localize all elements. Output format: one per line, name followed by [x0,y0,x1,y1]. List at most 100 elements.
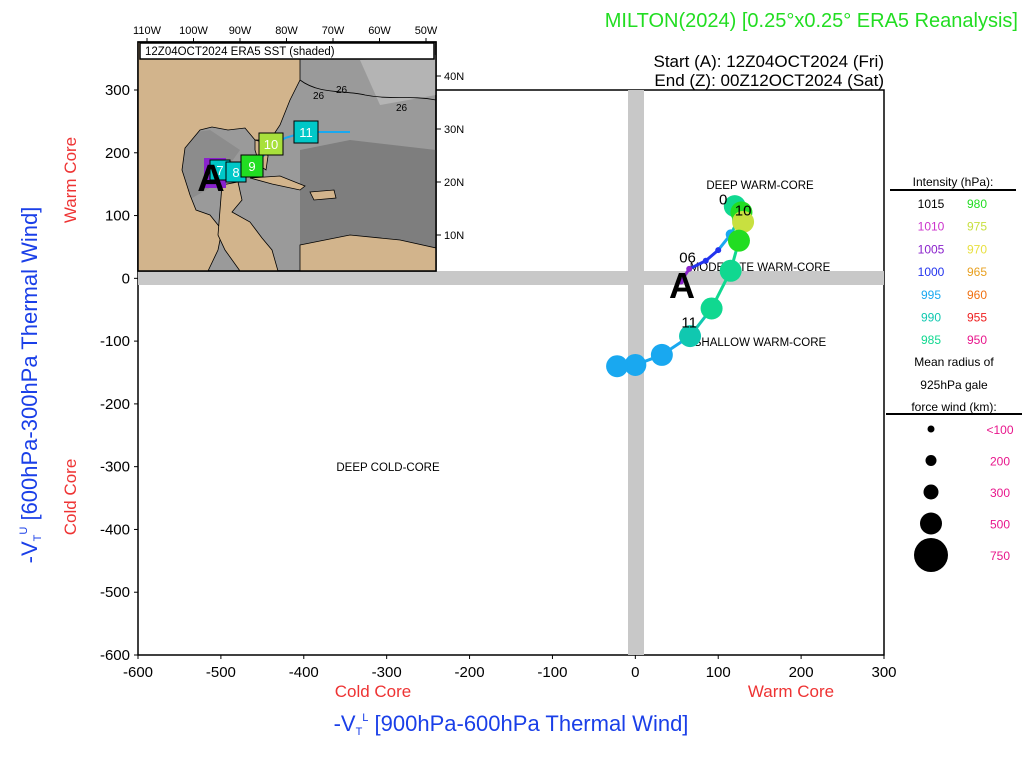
y-tick-label: -100 [100,333,130,350]
y-tick-label: -400 [100,521,130,538]
legend-intensity-value: 965 [967,265,987,279]
point-label: 06 [679,250,696,267]
inset-land-central-america [217,181,279,272]
inset-land-north-america [137,41,301,272]
y-tick-labels: 300 200 100 0 -100 -200 -300 -400 -500 -600 [100,82,138,664]
track-point [700,297,723,320]
legend-intensity-value: 955 [967,311,987,325]
inset-contour-label-1: 26 [313,91,325,102]
x-axis-title: -VTL [900hPa-600hPa Thermal Wind] [334,711,689,738]
region-shallow-warm: SHALLOW WARM-CORE [694,337,827,349]
inset-map: 26 26 26 7 8 9 10 11 A 12Z04OCT2024 ERA5… [137,41,437,272]
legend-radius-title-2: 925hPa gale [920,378,988,392]
svg-text:9: 9 [248,159,255,174]
point-label: 0 [719,191,727,208]
x-tick-label: 0 [631,664,639,681]
legend-radius-label: 300 [990,486,1010,500]
inset-contour-label-2: 26 [336,85,348,96]
y-tick-label: 300 [105,82,130,99]
y-tick-label: 0 [122,270,130,287]
storm-track [606,195,755,378]
inset-lon-label: 110W [133,25,162,37]
svg-text:11: 11 [299,125,313,140]
x-tick-label: -100 [537,664,567,681]
y-cold-core-label: Cold Core [61,459,80,536]
legend-intensity-value: 985 [921,333,941,347]
legend-intensity-rows: 1015 980 1010 975 1005 970 1000 965 995 960 990 955… [918,197,988,347]
inset-day-box: 10 [258,132,284,156]
legend-radius-dot [920,512,942,535]
track-point [727,229,750,252]
point-labels: 06 10 11 0 [679,191,751,331]
y-tick-label: -600 [100,647,130,664]
inset-lon-label: 60W [368,25,391,37]
inset-lon-label: 90W [229,25,252,37]
x-tick-labels: -600 -500 -400 -300 -200 -100 0 100 200 300 [123,655,897,681]
inset-lat-label: 40N [444,71,464,83]
track-segment [688,259,707,271]
y-tick-label: -500 [100,584,130,601]
x-tick-label: -300 [372,664,402,681]
end-time: End (Z): 00Z12OCT2024 (Sat) [654,71,884,90]
inset-lat-label: 30N [444,124,464,136]
legend-radius-dot [925,455,937,466]
inset-lon-label: 50W [415,25,438,37]
y-tick-label: 200 [105,145,130,162]
track-point [732,210,755,233]
inset-sst-contour [299,79,437,101]
start-time: Start (A): 12Z04OCT2024 (Fri) [653,52,884,71]
track-point [679,325,702,348]
y-axis-title: -VTU [600hPa-300hPa Thermal Wind] [17,207,44,564]
x-tick-label: -500 [206,664,236,681]
inset-lon-labels: 110W 100W 90W 80W 70W 60W 50W [133,25,438,42]
y-warm-core-label: Warm Core [61,137,80,223]
track-point [677,278,684,285]
point-label: 10 [735,203,752,220]
legend-intensity-title: Intensity (hPa): [913,175,994,189]
legend-intensity-value: 1015 [918,197,945,211]
svg-text:8: 8 [232,165,239,180]
legend-intensity-value: 950 [967,333,987,347]
x-tick-label: -600 [123,664,153,681]
legend-radius-title-3: force wind (km): [911,400,996,414]
legend-intensity-value: 975 [967,220,987,234]
y-tick-label: 100 [105,208,130,225]
y-tick-label: -200 [100,396,130,413]
legend-radius-title-1: Mean radius of [914,355,994,369]
inset-lat-label: 10N [444,230,464,242]
track-start-marker: A [669,265,695,306]
legend-intensity-value: 960 [967,288,987,302]
point-label: 11 [681,314,697,331]
region-deep-warm: DEEP WARM-CORE [706,180,814,192]
inset-start-marker: A [197,158,224,200]
legend-intensity-value: 1005 [918,242,945,256]
inset-lat-label: 20N [444,177,464,189]
inset-land-hispaniola [309,189,337,201]
legend-radius-label: 200 [990,455,1010,469]
track-point [606,355,629,378]
svg-text:7: 7 [216,163,223,178]
legend-intensity-value: 1010 [918,220,945,234]
inset-day-box: 11 [293,120,319,144]
x-tick-label: 100 [706,664,731,681]
x-tick-label: 200 [789,664,814,681]
x-tick-label: -400 [289,664,319,681]
legend-radius-label: 750 [990,549,1010,563]
chart-title: MILTON(2024) [0.25°x0.25° ERA5 Reanalysi… [605,10,1018,32]
inset-day-box: 9 [240,154,264,178]
svg-text:10: 10 [264,137,278,152]
y-tick-label: -300 [100,459,130,476]
track-point [686,265,693,272]
x-tick-label: 300 [871,664,896,681]
inset-contour-label-3: 26 [396,103,408,114]
legend-radius-dot [927,425,935,433]
horizontal-zero-band [138,271,884,285]
inset-land-cuba [249,175,306,191]
legend-radius-label: <100 [986,423,1013,437]
legend-intensity-value: 995 [921,288,941,302]
legend-radius-label: 500 [990,518,1010,532]
legend-radius-dot [914,538,948,572]
region-deep-cold: DEEP COLD-CORE [336,462,440,474]
